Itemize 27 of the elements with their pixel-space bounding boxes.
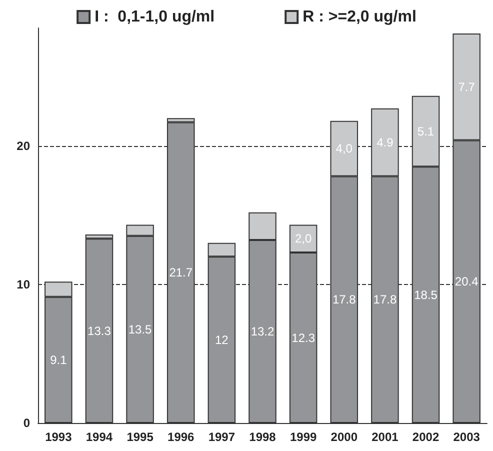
y-tick-label: 10 [16,277,30,292]
x-tick-label: 1996 [168,430,195,444]
data-label: 13.5 [128,322,152,336]
y-tick-label: 0 [23,416,30,430]
x-tick-label: 2001 [372,430,399,444]
data-label: 13.2 [250,324,274,339]
data-label: 17.8 [373,292,397,307]
x-tick-label: 2000 [330,430,358,444]
data-label: 18.5 [414,288,438,302]
data-label: 20.4 [454,274,479,289]
y-tick-label: 20 [16,138,30,153]
data-label: 17.8 [332,292,356,307]
data-label: 13.3 [88,324,112,338]
data-label: 12 [215,332,229,347]
x-tick-label: 1998 [249,430,276,444]
data-label: 9.1 [50,352,68,367]
x-tick-label: 1994 [86,430,113,444]
x-tick-label: 2002 [412,430,440,444]
x-tick-label: 1999 [290,430,317,444]
legend-label: I : 0,1-1,0 ug/ml [94,8,215,26]
x-tick-label: 2003 [453,430,480,444]
x-tick-label: 1993 [45,430,72,444]
x-tick-label: 1995 [126,430,154,444]
data-label: 21.7 [169,266,193,280]
legend-label: R : >=2,0 ug/ml [302,8,416,26]
data-label: 12.3 [292,330,316,345]
x-tick-label: 1997 [208,430,236,444]
